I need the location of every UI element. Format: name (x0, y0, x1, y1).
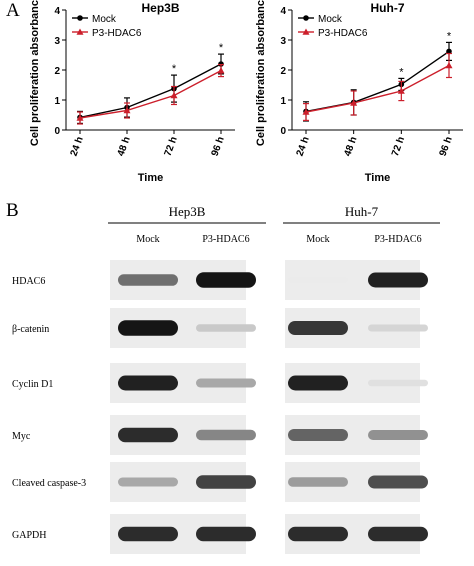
blot-band (118, 375, 178, 391)
data-point (445, 62, 453, 69)
blot-band (118, 526, 178, 542)
y-tick-label: 1 (54, 96, 60, 107)
data-point (217, 67, 225, 74)
chart-title: Hep3B (141, 1, 179, 15)
cell-line-label: Huh-7 (345, 204, 379, 219)
blot-band (118, 427, 178, 443)
cell-line-label: Hep3B (169, 204, 206, 219)
blot-band (368, 475, 428, 489)
lane-label: P3-HDAC6 (374, 234, 421, 245)
series-line-0 (79, 63, 222, 119)
x-tick-label: 48 h (116, 135, 133, 158)
significance-marker: * (447, 30, 452, 42)
blot-band (288, 429, 348, 441)
legend-label: Mock (318, 14, 343, 25)
data-point (76, 114, 84, 121)
series-line-0 (305, 50, 450, 113)
data-point (123, 107, 131, 114)
protein-label: Cleaved caspase-3 (12, 478, 86, 489)
lane-label: Mock (136, 234, 159, 245)
lane-label: P3-HDAC6 (202, 234, 249, 245)
protein-label: Myc (12, 431, 31, 442)
legend-marker (303, 15, 309, 21)
blot-band (288, 277, 348, 283)
protein-label: Cyclin D1 (12, 379, 53, 390)
y-tick-label: 3 (54, 36, 60, 47)
legend-marker (77, 15, 83, 21)
protein-label: β-catenin (12, 324, 49, 335)
blot-band (118, 320, 178, 336)
data-point (170, 92, 178, 99)
blot-band (368, 324, 428, 332)
western-blot-panel: Hep3B Huh-7 Mock P3-HDAC6 Mock P3-HDAC6 HDAC6 β… (12, 204, 440, 554)
lane-label: Mock (306, 234, 329, 245)
blot-band (288, 321, 348, 335)
line-chart-hep3b: 0 1 2 3 4 24 h 48 h 72 h 96 h Time Cell proliferat… (29, 0, 235, 184)
blot-band (196, 429, 256, 441)
blot-band (196, 272, 256, 288)
significance-marker: * (219, 42, 224, 54)
panel-b-letter: B (6, 200, 19, 221)
y-tick-label: 0 (280, 126, 286, 137)
blot-band (196, 526, 256, 542)
x-axis-label: Time (138, 172, 163, 184)
x-tick-label: 96 h (210, 135, 227, 158)
blot-band (196, 378, 256, 388)
significance-marker: * (399, 66, 404, 78)
blot-band (196, 475, 256, 489)
data-point (446, 48, 452, 55)
series-line-1 (79, 69, 222, 119)
blot-band (368, 526, 428, 542)
blot-band (196, 324, 256, 332)
y-tick-label: 0 (54, 126, 60, 137)
data-point (397, 87, 405, 94)
x-tick-label: 24 h (295, 135, 312, 158)
series-line-1 (305, 64, 450, 113)
blot-band (368, 272, 428, 288)
y-tick-label: 4 (280, 6, 286, 17)
x-axis-label: Time (365, 172, 390, 184)
blot-band (288, 375, 348, 391)
legend-label: Mock (92, 14, 117, 25)
y-tick-label: 2 (280, 66, 286, 77)
blot-band (118, 477, 178, 487)
blot-band (368, 379, 428, 387)
line-chart-huh7: 0 1 2 3 4 24 h 48 h 72 h 96 h Time Cell proliferat… (255, 0, 463, 184)
significance-marker: * (172, 63, 177, 75)
protein-label: GAPDH (12, 530, 46, 541)
y-tick-label: 3 (280, 36, 286, 47)
blot-band (288, 477, 348, 487)
data-point (302, 108, 310, 115)
y-axis-label: Cell proliferation absorbance (29, 0, 41, 146)
x-tick-label: 72 h (163, 135, 180, 158)
protein-label: HDAC6 (12, 276, 45, 287)
blot-band (118, 274, 178, 286)
panel-a-letter: A (6, 0, 20, 21)
legend-marker (302, 28, 310, 35)
x-tick-label: 24 h (69, 135, 86, 158)
data-point (350, 99, 358, 106)
legend-label: P3-HDAC6 (318, 28, 368, 39)
legend-label: P3-HDAC6 (92, 28, 142, 39)
x-tick-label: 96 h (438, 135, 455, 158)
chart-title: Huh-7 (371, 1, 405, 15)
x-tick-label: 72 h (390, 135, 407, 158)
y-tick-label: 1 (280, 96, 286, 107)
blot-band (368, 430, 428, 440)
y-tick-label: 4 (54, 6, 60, 17)
x-tick-label: 48 h (342, 135, 359, 158)
y-tick-label: 2 (54, 66, 60, 77)
blot-band (288, 526, 348, 542)
legend-marker (76, 28, 84, 35)
y-axis-label: Cell proliferation absorbance (255, 0, 267, 146)
